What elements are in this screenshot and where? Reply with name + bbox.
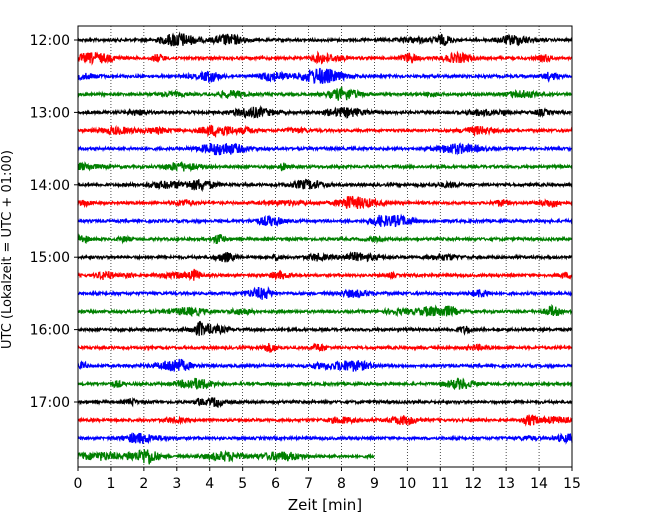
x-tick-label: 11 — [431, 476, 449, 492]
seismogram-trace — [77, 213, 573, 228]
seismogram-trace — [77, 67, 573, 85]
seismogram-trace — [77, 268, 573, 282]
seismogram-trace — [77, 431, 573, 445]
x-tick-label: 0 — [74, 476, 83, 492]
x-tick-label: 5 — [238, 476, 247, 492]
x-tick-label: 6 — [271, 476, 280, 492]
x-tick-label: 4 — [205, 476, 214, 492]
y-tick-label: 16:00 — [30, 323, 70, 339]
y-axis-ticks: 12:00 13:00 14:00 15:00 16:00 17:00 — [30, 33, 78, 411]
y-tick-label: 14:00 — [30, 178, 70, 194]
seismogram-trace — [77, 86, 573, 101]
axes-frame — [77, 25, 573, 468]
y-tick-label: 15:00 — [30, 250, 70, 266]
x-tick-label: 13 — [497, 476, 515, 492]
x-tick-label: 3 — [172, 476, 181, 492]
seismogram-trace — [77, 50, 573, 66]
x-axis-label: Zeit [min] — [288, 496, 362, 514]
seismogram-trace — [77, 286, 573, 300]
seismogram-trace — [77, 342, 573, 353]
x-tick-label: 8 — [337, 476, 346, 492]
seismogram-trace — [77, 414, 573, 427]
seismogram-trace — [77, 105, 573, 120]
seismogram-trace — [77, 233, 573, 245]
y-tick-label: 13:00 — [30, 105, 70, 121]
y-tick-label: 12:00 — [30, 33, 70, 49]
seismogram-trace — [77, 142, 573, 156]
y-tick-label: 17:00 — [30, 395, 70, 411]
seismogram-trace — [77, 161, 573, 173]
x-tick-label: 10 — [398, 476, 416, 492]
seismogram-trace — [77, 449, 375, 465]
x-tick-label: 1 — [106, 476, 115, 492]
seismogram-trace — [77, 124, 573, 139]
seismogram-trace — [77, 320, 573, 336]
x-tick-label: 2 — [139, 476, 148, 492]
x-axis-ticks: 0 1 2 3 4 5 6 7 8 9 10 11 12 13 14 15 — [74, 467, 581, 492]
trace-group — [77, 31, 573, 465]
x-tick-label: 9 — [370, 476, 379, 492]
seismogram-trace — [77, 303, 573, 318]
seismogram-trace — [77, 251, 573, 263]
seismogram-trace — [77, 358, 573, 372]
x-tick-label: 15 — [563, 476, 581, 492]
y-axis-label: UTC (Lokalzeit = UTC + 01:00) — [0, 150, 15, 349]
seismogram-trace — [77, 377, 573, 391]
seismogram-trace — [77, 195, 573, 210]
x-tick-label: 7 — [304, 476, 313, 492]
seismogram-trace — [77, 178, 573, 193]
x-tick-label: 12 — [464, 476, 482, 492]
x-tick-label: 14 — [530, 476, 548, 492]
seismogram-trace — [77, 396, 573, 408]
seismogram-trace — [77, 31, 573, 47]
